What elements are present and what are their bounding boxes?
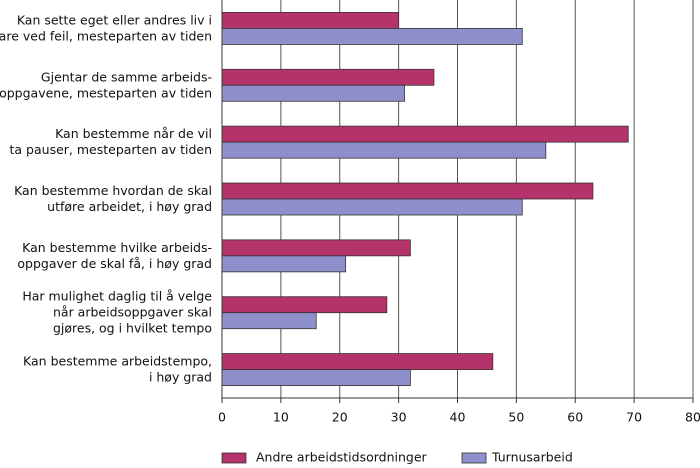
bar bbox=[221, 239, 411, 257]
bar bbox=[221, 198, 523, 216]
legend-label: Andre arbeidstidsordninger bbox=[256, 450, 428, 465]
y-tick-label: Kan bestemme når de vil ta pauser, mestep… bbox=[10, 126, 212, 157]
y-tick-label: Har mulighet daglig til å velge når arbei… bbox=[22, 288, 212, 335]
y-tick-label: Gjentar de samme arbeids-oppgavene, mest… bbox=[0, 69, 212, 100]
bar bbox=[221, 68, 435, 86]
y-tick-label: Kan bestemme hvilke arbeids-oppgaver de … bbox=[17, 239, 212, 270]
x-tick-label: 20 bbox=[332, 410, 348, 425]
y-tick-label: Kan bestemme hvordan de skal utføre arbei… bbox=[14, 183, 212, 214]
legend-swatch bbox=[221, 452, 247, 464]
bar bbox=[221, 12, 400, 29]
bar bbox=[221, 182, 594, 200]
x-tick-label: 0 bbox=[218, 410, 226, 425]
bar bbox=[221, 141, 547, 159]
legend-swatch bbox=[461, 452, 487, 464]
x-tick-label: 80 bbox=[685, 410, 700, 425]
bar bbox=[221, 353, 494, 370]
x-tick-label: 40 bbox=[450, 410, 466, 425]
bar bbox=[221, 84, 405, 102]
bar bbox=[221, 255, 347, 273]
x-tick-label: 70 bbox=[626, 410, 642, 425]
bar bbox=[221, 312, 317, 330]
bar bbox=[221, 296, 388, 314]
legend-label: Turnusarbeid bbox=[491, 450, 573, 465]
x-tick-label: 50 bbox=[508, 410, 524, 425]
x-tick-label: 30 bbox=[391, 410, 407, 425]
x-tick-label: 10 bbox=[273, 410, 289, 425]
bar bbox=[221, 28, 523, 45]
bar bbox=[221, 369, 411, 386]
y-tick-label: Kan bestemme arbeidstempo, i høy grad bbox=[23, 353, 212, 384]
x-tick-label: 60 bbox=[567, 410, 583, 425]
bar bbox=[221, 125, 629, 143]
y-tick-label: Kan sette eget eller andres liv i fare ve… bbox=[0, 12, 212, 43]
